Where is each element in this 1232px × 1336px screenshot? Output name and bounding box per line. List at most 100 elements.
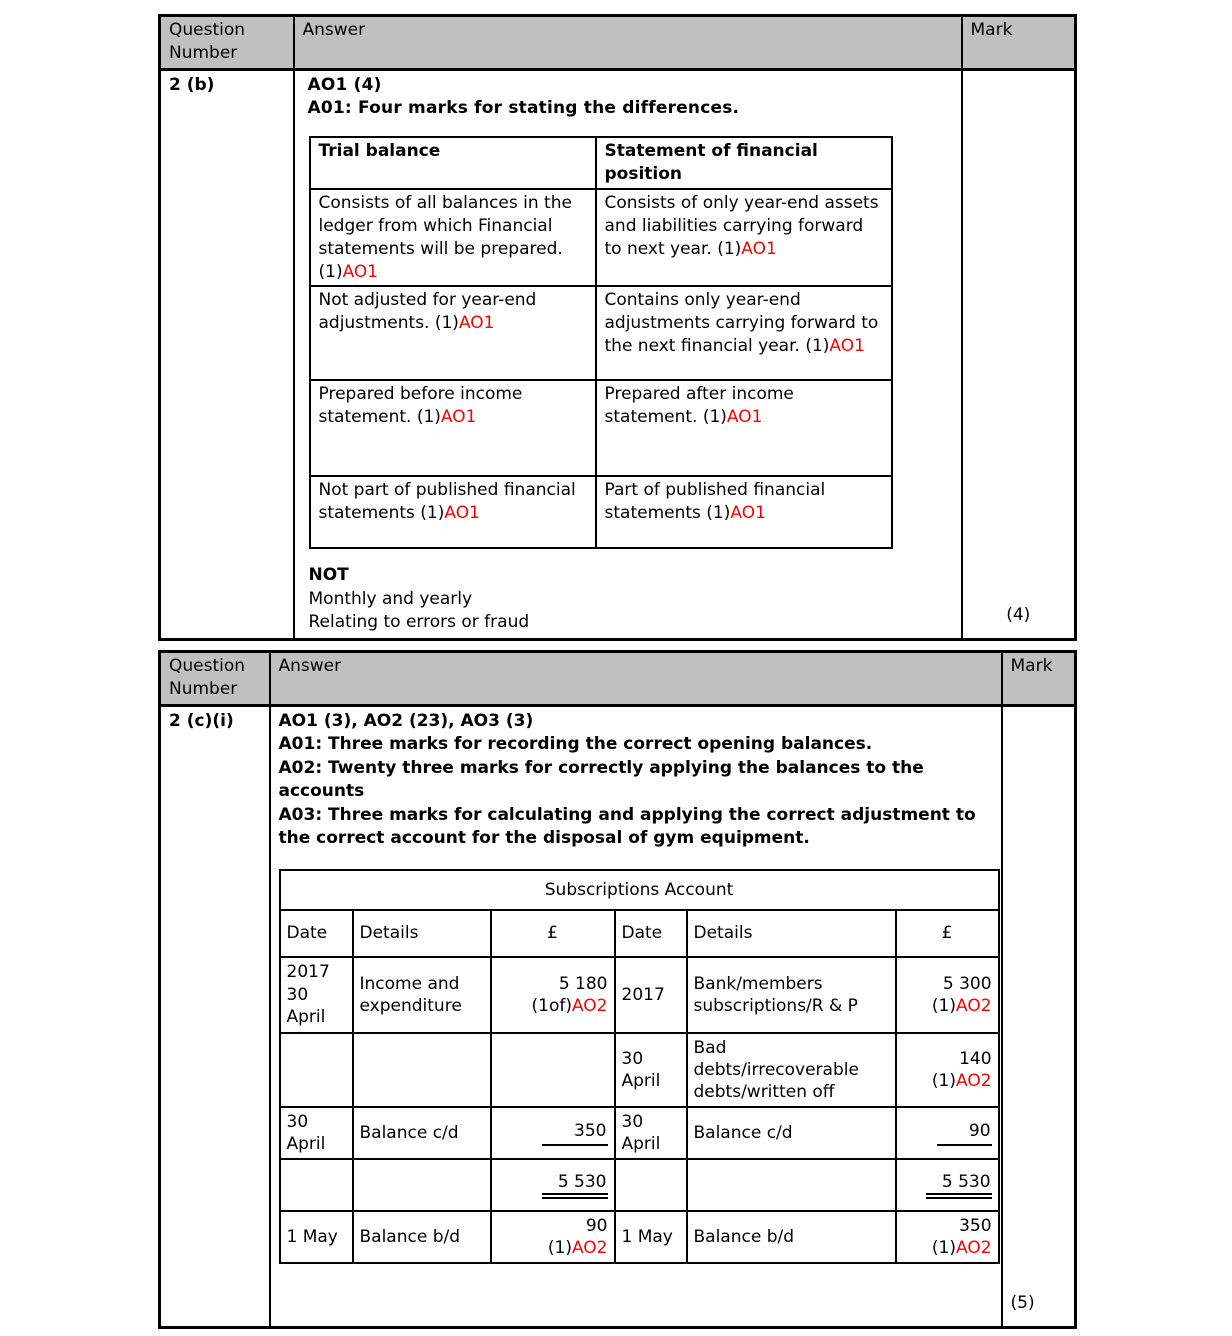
question-number-cell: 2 (b) (158, 68, 295, 641)
header-row: Question Number Answer Mark (158, 14, 1077, 71)
debit-amount: 90 (1)AO2 (489, 1210, 616, 1265)
trial-balance-vs-sofp-table: Trial balance Statement of financial pos… (308, 135, 893, 550)
amount-value: 140 (959, 1048, 992, 1069)
underlined-amount: 90 (936, 1120, 992, 1146)
details-column-header: Details (351, 908, 492, 958)
not-item: Monthly and yearly (308, 588, 473, 609)
mark-scheme-table-2b: Question Number Answer Mark 2 (b) AO1 (4… (158, 14, 1077, 641)
question-number-cell: 2 (c)(i) (158, 704, 271, 1329)
not-accepted-block: NOT Monthly and yearly Relating to error… (309, 564, 953, 634)
mark-cell: (4) (960, 68, 1077, 641)
mark-scheme-table-2ci: Question Number Answer Mark 2 (c)(i) AO1… (158, 650, 1077, 1329)
answer-point: Not adjusted for year-end adjustments. (… (318, 290, 537, 334)
credit-details: Bank/members subscriptions/R & P (685, 955, 897, 1034)
debit-amount: 5 180 (1of)AO2 (489, 955, 616, 1034)
question-number-header: Question Number (158, 14, 295, 71)
header-row: Question Number Answer Mark (158, 650, 1077, 707)
amount-annotation: (1)AO2 (903, 995, 992, 1017)
account-totals-row: 5 530 5 530 (278, 1158, 1000, 1213)
mark-note: (1) (931, 995, 956, 1016)
comparison-row: Not part of published financial statemen… (308, 475, 893, 550)
debit-details: Income and expenditure (351, 955, 492, 1034)
underlined-amount: 350 (542, 1120, 608, 1146)
amount-annotation: (1)AO2 (903, 1070, 992, 1092)
ao-tag: AO1 (444, 503, 480, 524)
answer-point: Consists of only year-end assets and lia… (604, 192, 879, 259)
comparison-cell: Not adjusted for year-end adjustments. (… (308, 285, 597, 382)
credit-amount: 350 (1)AO2 (894, 1210, 1000, 1265)
answer-row: 2 (b) AO1 (4) A01: Four marks for statin… (158, 68, 1077, 641)
debit-total: 5 530 (489, 1158, 616, 1213)
ao-total-line: AO1 (4) (307, 74, 382, 95)
answer-row: 2 (c)(i) AO1 (3), AO2 (23), AO3 (3) A01:… (158, 704, 1077, 1329)
amount-value: 350 (959, 1216, 992, 1237)
ao-tag: AO2 (571, 1238, 608, 1259)
account-title: Subscriptions Account (278, 868, 1000, 911)
credit-date: 30 April (613, 1105, 688, 1161)
comparison-header-row: Trial balance Statement of financial pos… (308, 135, 893, 190)
sofp-column-header: Statement of financial position (594, 135, 893, 190)
ao-description-line: A03: Three marks for calculating and app… (278, 804, 976, 849)
answer-header: Answer (292, 14, 963, 71)
comparison-cell: Part of published financial statements (… (594, 475, 893, 550)
ao-tag: AO1 (440, 407, 477, 428)
account-row: 30 April Balance c/d 350 30 April Balanc… (278, 1105, 1000, 1161)
credit-date: 30 April (613, 1031, 688, 1108)
mark-note: (1of) (531, 995, 572, 1016)
credit-amount: 90 (894, 1105, 1000, 1161)
answer-point: Consists of all balances in the ledger f… (318, 192, 572, 282)
ao-tag: AO1 (726, 407, 763, 428)
answer-point: Contains only year-end adjustments carry… (604, 290, 879, 357)
ao-tag: AO2 (571, 995, 608, 1016)
debit-date (278, 1031, 354, 1108)
mark-note: (1) (547, 1238, 572, 1259)
credit-date: 2017 (613, 955, 688, 1034)
debit-date (278, 1158, 354, 1213)
ao-tag: AO1 (458, 313, 495, 334)
credit-details: Bad debts/irrecoverable debts/written of… (685, 1031, 897, 1108)
trial-balance-column-header: Trial balance (308, 135, 597, 190)
account-row: 1 May Balance b/d 90 (1)AO2 1 May Balanc… (278, 1210, 1000, 1265)
pound-column-header: £ (489, 908, 616, 958)
debit-date: 2017 30 April (278, 955, 354, 1034)
mark-header: Mark (1000, 650, 1077, 707)
comparison-cell: Prepared before income statement. (1)AO1 (308, 379, 597, 478)
mark-cell: (5) (1000, 704, 1077, 1329)
credit-date (613, 1158, 688, 1213)
answer-point: Prepared before income statement. (1) (318, 384, 523, 428)
ao-tag: AO2 (956, 995, 992, 1016)
amount-value: 5 180 (558, 973, 608, 994)
amount-annotation: (1of)AO2 (498, 995, 608, 1017)
answer-point: Not part of published financial statemen… (318, 480, 576, 524)
answer-point: Part of published financial statements (… (604, 480, 826, 524)
not-item: Relating to errors or fraud (308, 612, 530, 633)
debit-details: Balance c/d (351, 1105, 492, 1161)
account-row: 30 April Bad debts/irrecoverable debts/w… (278, 1031, 1000, 1108)
amount-value: 90 (585, 1216, 608, 1237)
comparison-row: Prepared before income statement. (1)AO1… (308, 379, 893, 478)
ao-total-line: AO1 (3), AO2 (23), AO3 (3) (278, 710, 534, 731)
account-row: 2017 30 April Income and expenditure 5 1… (278, 955, 1000, 1034)
double-underlined-total: 5 530 (541, 1171, 608, 1200)
date-column-header: Date (613, 908, 688, 958)
debit-details (351, 1158, 492, 1213)
amount-annotation: (1)AO2 (903, 1237, 992, 1259)
not-label: NOT (308, 565, 349, 586)
credit-details: Balance c/d (685, 1105, 897, 1161)
debit-amount (489, 1031, 616, 1108)
ao-tag: AO2 (956, 1238, 992, 1259)
credit-total: 5 530 (894, 1158, 1000, 1213)
ao-tag: AO1 (730, 503, 766, 524)
comparison-row: Consists of all balances in the ledger f… (308, 187, 893, 288)
answer-cell: AO1 (3), AO2 (23), AO3 (3) A01: Three ma… (268, 704, 1003, 1329)
answer-point: Prepared after income statement. (1) (604, 384, 794, 428)
debit-details (351, 1031, 492, 1108)
subscriptions-account-table: Subscriptions Account Date Details £ Dat… (278, 868, 1000, 1265)
ao-description-line: A01: Three marks for recording the corre… (278, 734, 873, 755)
amount-value: 5 300 (942, 973, 992, 994)
account-header-row: Date Details £ Date Details £ (278, 908, 1000, 958)
credit-amount: 5 300 (1)AO2 (894, 955, 1000, 1034)
credit-amount: 140 (1)AO2 (894, 1031, 1000, 1108)
ao-description-line: A02: Twenty three marks for correctly ap… (278, 757, 924, 802)
